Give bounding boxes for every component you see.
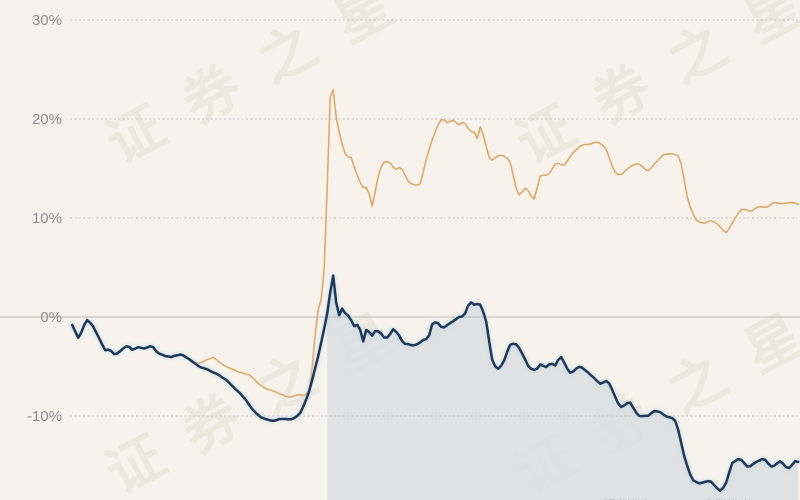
svg-text:30%: 30% [32, 12, 62, 29]
svg-text:-10%: -10% [27, 408, 62, 425]
svg-text:20%: 20% [32, 111, 62, 128]
svg-text:0%: 0% [40, 309, 62, 326]
svg-text:10%: 10% [32, 210, 62, 227]
